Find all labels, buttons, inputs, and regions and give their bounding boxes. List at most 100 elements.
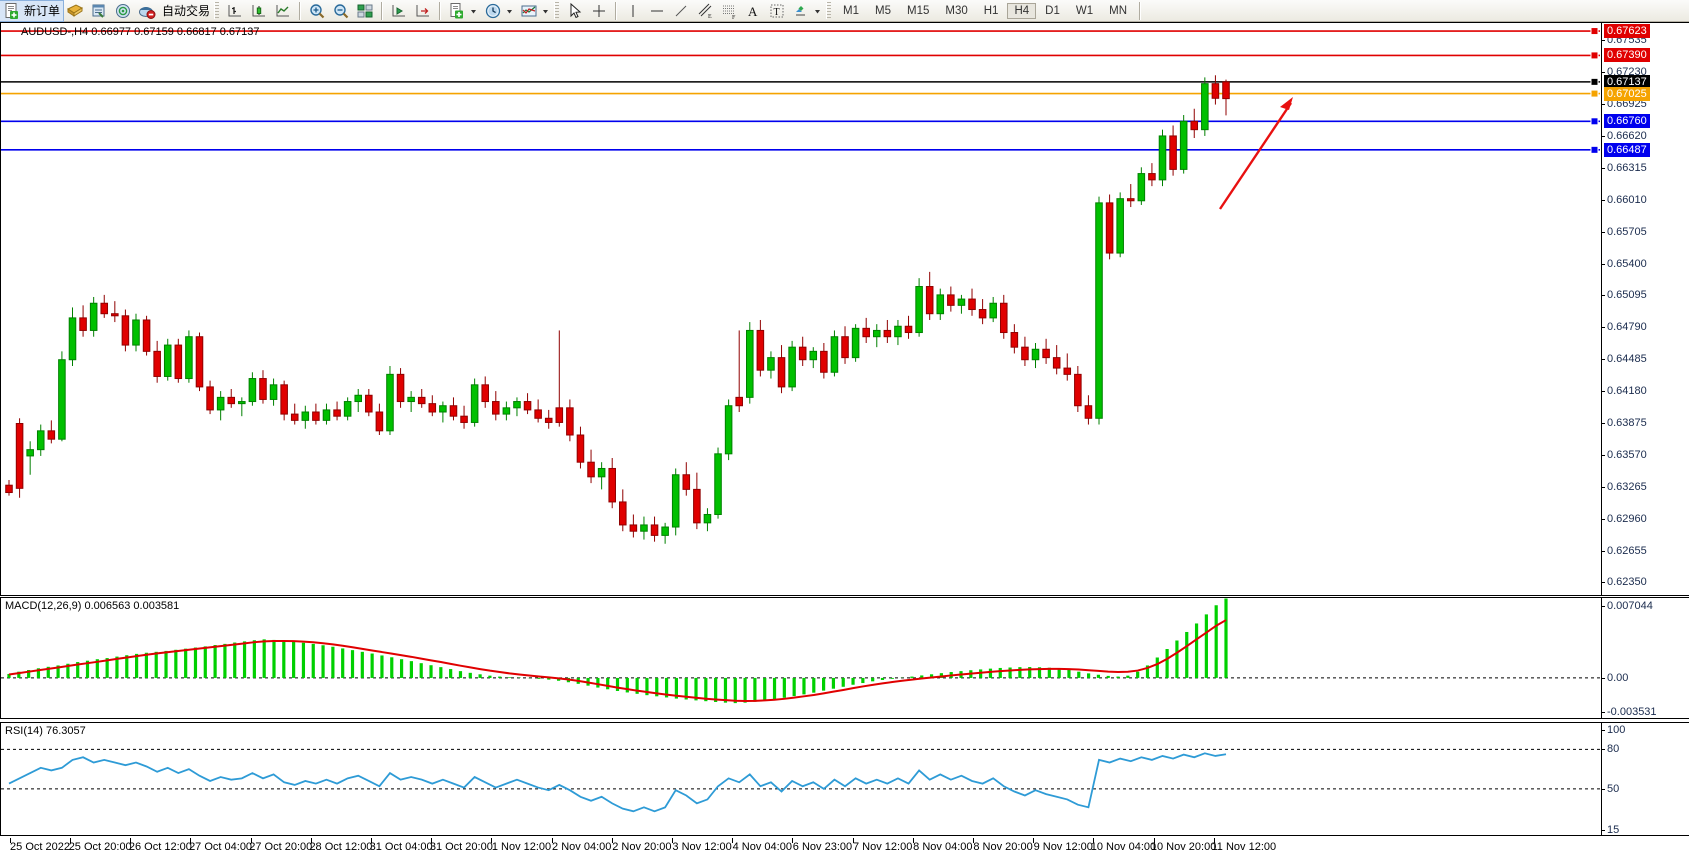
equidistant-channel-button[interactable]: E [693, 1, 717, 21]
drawings-button[interactable] [789, 1, 825, 21]
line-chart-button[interactable] [271, 1, 295, 21]
timeframe-h1[interactable]: H1 [983, 4, 999, 17]
trendline-icon [672, 2, 690, 20]
price-level-handle[interactable] [1590, 51, 1599, 60]
price-level-tag[interactable]: 0.67390 [1604, 48, 1650, 63]
crosshair-button[interactable] [587, 1, 611, 21]
trend-arrow-annotation[interactable] [1219, 97, 1293, 210]
time-axis[interactable]: 25 Oct 2022 25 Oct 20:00 26 Oct 12:00 27 Oc… [0, 838, 1689, 862]
auto-scroll-button[interactable] [387, 1, 411, 21]
text-label-button[interactable]: T [765, 1, 789, 21]
price-axis[interactable]: 0.67535 0.67230 0.66925 0.66620 0.66315 0.660… [1601, 23, 1689, 595]
timeframe-m15[interactable]: M15 [907, 4, 930, 17]
navigator-button[interactable] [111, 1, 135, 21]
chart-shift-button[interactable] [411, 1, 435, 21]
candle-body [15, 423, 24, 489]
chevron-down-icon-3[interactable] [541, 2, 550, 20]
candle-body [343, 401, 352, 417]
price-level-tag[interactable]: 0.67623 [1604, 24, 1650, 39]
autotrading-label: 自动交易 [162, 4, 211, 18]
time-axis-label: 2 Nov 04:00 [552, 841, 612, 853]
price-candles[interactable] [1, 23, 1600, 595]
price-tick [1601, 295, 1605, 297]
cursor-button[interactable] [563, 1, 587, 21]
price-level-tag[interactable]: 0.67137 [1604, 74, 1650, 89]
candle-body [333, 409, 341, 417]
candle-body [1116, 198, 1124, 254]
macd-tick-label: 0.00 [1607, 671, 1629, 684]
macd-pane[interactable]: MACD(12,26,9) 0.006563 0.003581 0.007044… [0, 597, 1689, 719]
price-level-handle[interactable] [1590, 145, 1599, 154]
autotrading-button[interactable]: 自动交易 [159, 1, 213, 21]
price-level-tag[interactable]: 0.66487 [1604, 142, 1650, 157]
templates-button[interactable] [517, 1, 553, 21]
timeframe-d1[interactable]: D1 [1045, 4, 1060, 17]
symbol-ohlc-label: AUDUSD-,H4 0.66977 0.67159 0.66817 0.671… [21, 26, 260, 38]
time-tick [130, 838, 132, 843]
text-label-icon: T [768, 2, 786, 20]
price-level-handle[interactable] [1590, 117, 1599, 126]
price-level-handle[interactable] [1590, 77, 1599, 86]
macd-tick [1601, 712, 1605, 713]
zoom-out-button[interactable] [329, 1, 353, 21]
candle-body [492, 401, 500, 415]
timeframe-h4[interactable]: H4 [1007, 2, 1037, 19]
candle-body [322, 409, 331, 421]
vertical-line-button[interactable] [621, 1, 645, 21]
time-tick [190, 838, 192, 843]
new-order-button[interactable]: 新订单 [0, 0, 65, 22]
time-tick [371, 838, 373, 843]
chart-shift-icon [414, 2, 432, 20]
candle-body [407, 396, 415, 403]
timeframe-m1[interactable]: M1 [843, 4, 860, 17]
candle-body [883, 329, 892, 338]
fibonacci-button[interactable]: F [717, 1, 741, 21]
tile-windows-button[interactable] [353, 1, 377, 21]
rsi-line [1, 748, 1600, 813]
chevron-down-icon-2[interactable] [505, 2, 514, 20]
indicators-button[interactable] [445, 1, 481, 21]
rsi-axis[interactable]: 100 80 50 15 [1601, 723, 1689, 836]
timeframe-mn[interactable]: MN [1109, 4, 1127, 17]
time-tick [1213, 838, 1215, 843]
terminal-button[interactable] [63, 1, 87, 21]
candle-body [978, 309, 987, 319]
period-button[interactable] [481, 1, 517, 21]
price-level-tag[interactable]: 0.66760 [1604, 114, 1650, 129]
price-level-handle[interactable] [1590, 89, 1599, 98]
cursor-icon [566, 2, 584, 20]
chevron-down-icon-4[interactable] [813, 2, 822, 20]
expert-advisor-button[interactable] [135, 1, 159, 21]
toolbar-grip-2[interactable] [554, 2, 560, 19]
main-toolbar: 新订单 [0, 0, 1689, 22]
trendline-button[interactable] [669, 1, 693, 21]
text-button[interactable]: A [741, 1, 765, 21]
timeframe-m30[interactable]: M30 [945, 4, 968, 17]
timeframe-m5[interactable]: M5 [875, 4, 891, 17]
toolbar-grip[interactable] [214, 2, 220, 19]
macd-axis[interactable]: 0.007044 0.00 -0.003531 [1601, 598, 1689, 718]
price-tick [1601, 231, 1605, 233]
macd-axis-line [1601, 598, 1602, 718]
candle-body [523, 401, 532, 411]
rsi-pane[interactable]: RSI(14) 76.3057 100 80 50 15 [0, 722, 1689, 836]
toolbar-separator-3 [439, 1, 442, 20]
price-tick-label: 0.63265 [1607, 480, 1647, 493]
price-level-tag[interactable]: 0.67025 [1604, 86, 1650, 101]
auto-scroll-icon [390, 2, 408, 20]
toolbar-grip-3[interactable] [826, 2, 832, 19]
candle-body [100, 302, 109, 315]
price-chart-pane[interactable]: AUDUSD-,H4 0.66977 0.67159 0.66817 0.671… [0, 22, 1689, 596]
bar-chart-button[interactable] [223, 1, 247, 21]
candlestick-chart-button[interactable] [247, 1, 271, 21]
zoom-in-button[interactable] [305, 1, 329, 21]
horizontal-line-button[interactable] [645, 1, 669, 21]
candlestick-chart-icon [250, 2, 268, 20]
data-window-button[interactable] [87, 1, 111, 21]
price-level-handle[interactable] [1590, 27, 1599, 36]
timeframe-w1[interactable]: W1 [1075, 4, 1094, 17]
candle-body [619, 501, 627, 526]
chevron-down-icon[interactable] [469, 2, 478, 20]
price-tick-label: 0.64485 [1607, 353, 1647, 366]
candle-body [470, 384, 479, 423]
